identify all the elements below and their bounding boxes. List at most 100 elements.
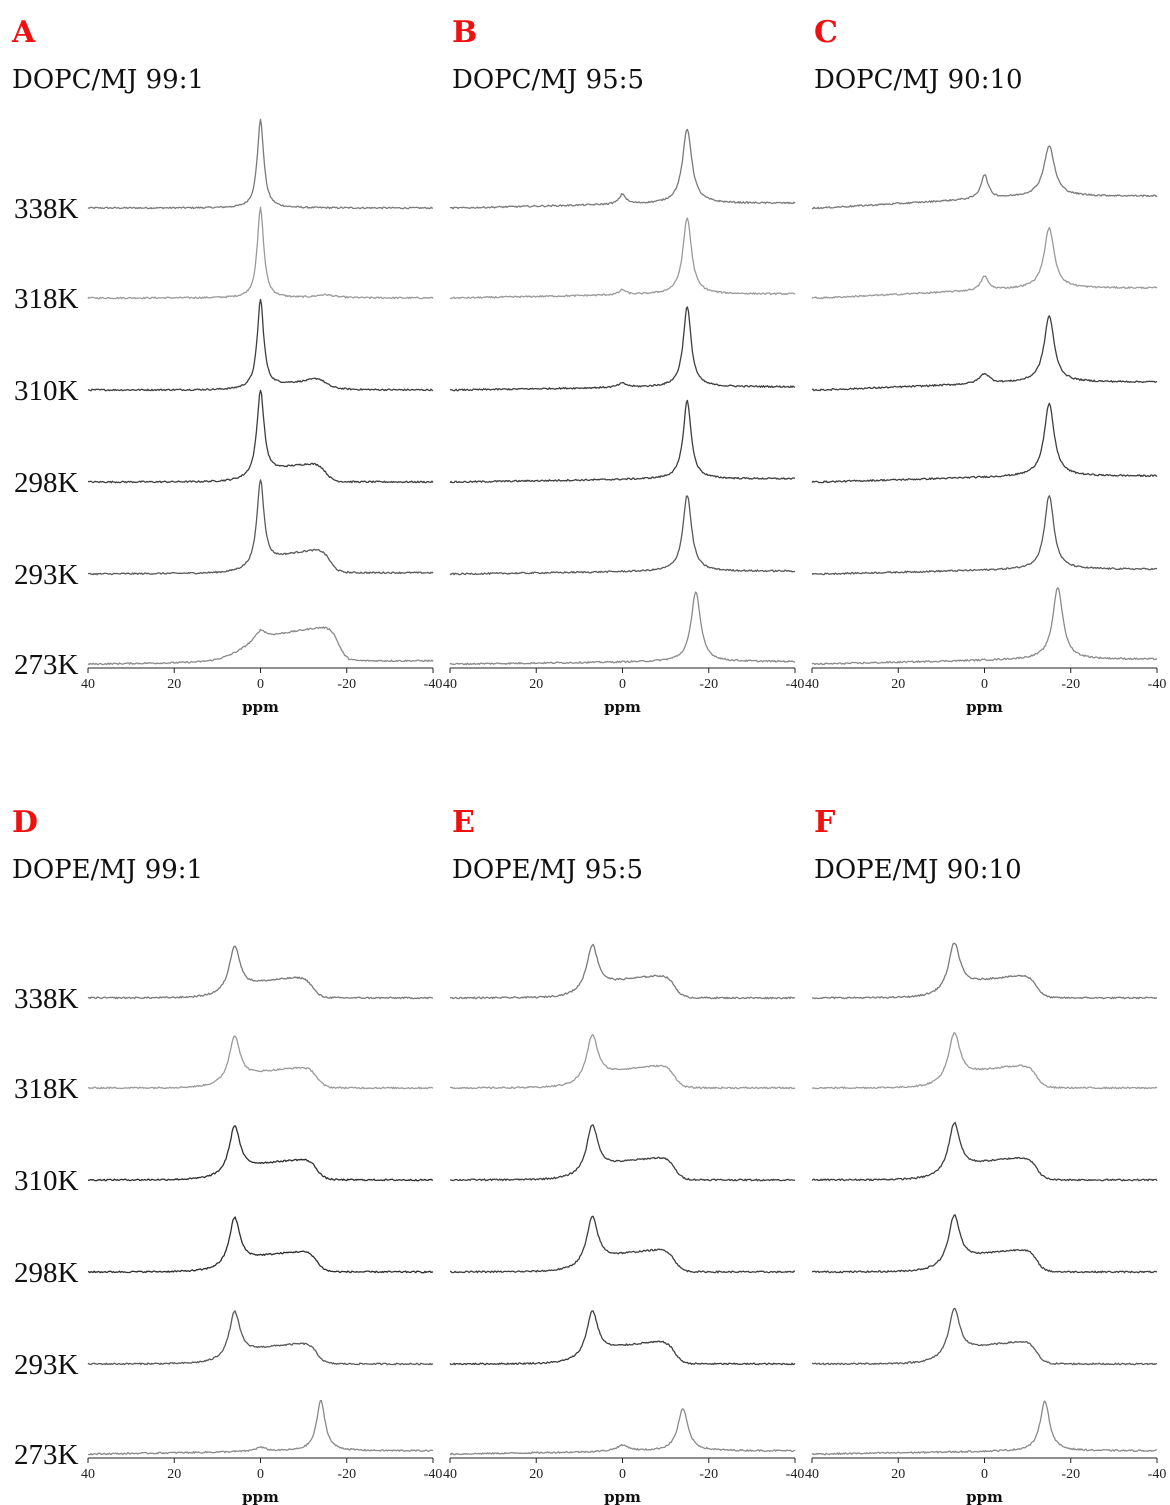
x-tick-label: 40 <box>443 1467 457 1482</box>
temperature-label: 318K <box>14 1073 79 1105</box>
x-axis-label: ppm <box>604 698 641 716</box>
spectrum-trace-310k <box>811 1121 1158 1182</box>
spectrum-trace-318k <box>87 1035 434 1090</box>
x-tick-label: -20 <box>1061 1467 1080 1482</box>
x-tick-label: -20 <box>337 677 356 692</box>
panel-f: F DOPE/MJ 90:10 40 20 0 -20 -40 ppm <box>805 805 1166 1505</box>
spectrum-trace-338k <box>87 118 434 210</box>
spectrum-trace-273k <box>811 1400 1157 1456</box>
temperature-label: 273K <box>14 649 79 681</box>
panel-letter: B <box>452 15 477 50</box>
x-axis-label: ppm <box>966 1488 1003 1505</box>
spectrum-trace-338k <box>87 945 434 1000</box>
panel-letter: D <box>12 805 38 840</box>
spectrum-trace-293k <box>87 1310 434 1366</box>
x-tick-label: 40 <box>81 677 95 692</box>
panel-title: DOPC/MJ 99:1 <box>12 65 204 95</box>
panel-b: B DOPC/MJ 95:5 40 20 0 -20 -40 ppm <box>443 15 804 716</box>
x-tick-label: 0 <box>619 677 626 692</box>
panel-title: DOPE/MJ 95:5 <box>452 855 643 885</box>
spectrum-trace-273k <box>88 1399 433 1456</box>
temperature-label: 298K <box>14 467 79 499</box>
x-tick-label: 0 <box>981 677 988 692</box>
x-tick-label: -20 <box>337 1467 356 1482</box>
x-tick-label: 40 <box>805 1467 819 1482</box>
x-tick-label: -20 <box>1061 677 1080 692</box>
panel-title: DOPE/MJ 99:1 <box>12 855 203 885</box>
panel-letter: F <box>814 805 835 840</box>
temperature-label: 293K <box>14 1349 79 1381</box>
spectrum-trace-338k <box>811 942 1158 1000</box>
spectrum-trace-318k <box>87 206 434 300</box>
x-tick-label: -40 <box>424 1467 443 1482</box>
x-tick-label: 40 <box>443 677 457 692</box>
panel-e: E DOPE/MJ 95:5 40 20 0 -20 -40 ppm <box>443 805 804 1505</box>
spectrum-trace-298k <box>87 389 434 484</box>
x-tick-label: -40 <box>1148 1467 1167 1482</box>
temperature-label: 298K <box>14 1257 79 1289</box>
x-tick-label: -20 <box>699 1467 718 1482</box>
spectrum-trace-310k <box>449 306 796 392</box>
panel-title: DOPC/MJ 90:10 <box>814 65 1023 95</box>
x-tick-label: 20 <box>891 677 905 692</box>
spectrum-trace-298k <box>449 399 796 484</box>
spectrum-trace-293k <box>449 1310 796 1366</box>
spectrum-trace-273k <box>449 1408 796 1456</box>
panel-letter: E <box>452 805 475 840</box>
x-tick-label: -40 <box>1148 677 1167 692</box>
x-tick-label: 20 <box>891 1467 905 1482</box>
spectrum-trace-273k <box>449 591 796 666</box>
x-axis-label: ppm <box>242 698 279 716</box>
spectrum-trace-318k <box>449 217 796 300</box>
spectrum-trace-293k <box>449 495 796 576</box>
spectrum-trace-298k <box>449 1215 796 1274</box>
spectrum-trace-318k <box>449 1034 796 1090</box>
x-tick-label: 40 <box>805 677 819 692</box>
spectrum-trace-318k <box>811 226 1158 300</box>
x-axis-label: ppm <box>242 1488 279 1505</box>
spectrum-trace-298k <box>811 1214 1158 1274</box>
spectrum-trace-310k <box>811 315 1158 392</box>
x-tick-label: 0 <box>257 1467 264 1482</box>
panel-title: DOPC/MJ 95:5 <box>452 65 644 95</box>
spectrum-trace-298k <box>87 1216 434 1274</box>
temperature-label: 310K <box>14 375 79 407</box>
spectrum-trace-293k <box>811 495 1158 576</box>
x-tick-label: -40 <box>786 1467 805 1482</box>
x-tick-label: -40 <box>786 677 805 692</box>
x-axis-label: ppm <box>966 698 1003 716</box>
panel-title: DOPE/MJ 90:10 <box>814 855 1022 885</box>
spectrum-trace-318k <box>811 1032 1158 1090</box>
temperature-label: 338K <box>14 983 79 1015</box>
x-tick-label: 0 <box>619 1467 626 1482</box>
spectrum-trace-338k <box>449 128 796 210</box>
spectrum-trace-273k <box>87 626 434 666</box>
panel-c: C DOPC/MJ 90:10 40 20 0 -20 -40 ppm <box>805 15 1166 716</box>
temperature-label: 338K <box>14 193 79 225</box>
x-axis-label: ppm <box>604 1488 641 1505</box>
temperature-label: 318K <box>14 283 79 315</box>
temperature-label: 273K <box>14 1439 79 1471</box>
panel-letter: C <box>814 15 838 50</box>
spectrum-trace-310k <box>88 1125 434 1182</box>
temperature-label: 310K <box>14 1165 79 1197</box>
x-tick-label: 40 <box>81 1467 95 1482</box>
x-tick-label: -40 <box>424 677 443 692</box>
spectrum-trace-338k <box>811 145 1158 210</box>
spectrum-trace-310k <box>87 298 434 392</box>
x-tick-label: 20 <box>529 677 543 692</box>
x-tick-label: 20 <box>167 677 181 692</box>
x-tick-label: 20 <box>529 1467 543 1482</box>
spectrum-trace-293k <box>811 1307 1158 1366</box>
panel-letter: A <box>11 15 36 50</box>
spectrum-trace-273k <box>811 587 1158 666</box>
x-tick-label: 0 <box>257 677 264 692</box>
temperature-label: 293K <box>14 559 79 591</box>
spectrum-trace-293k <box>87 479 434 576</box>
x-tick-label: -20 <box>699 677 718 692</box>
x-tick-label: 20 <box>167 1467 181 1482</box>
x-tick-label: 0 <box>981 1467 988 1482</box>
